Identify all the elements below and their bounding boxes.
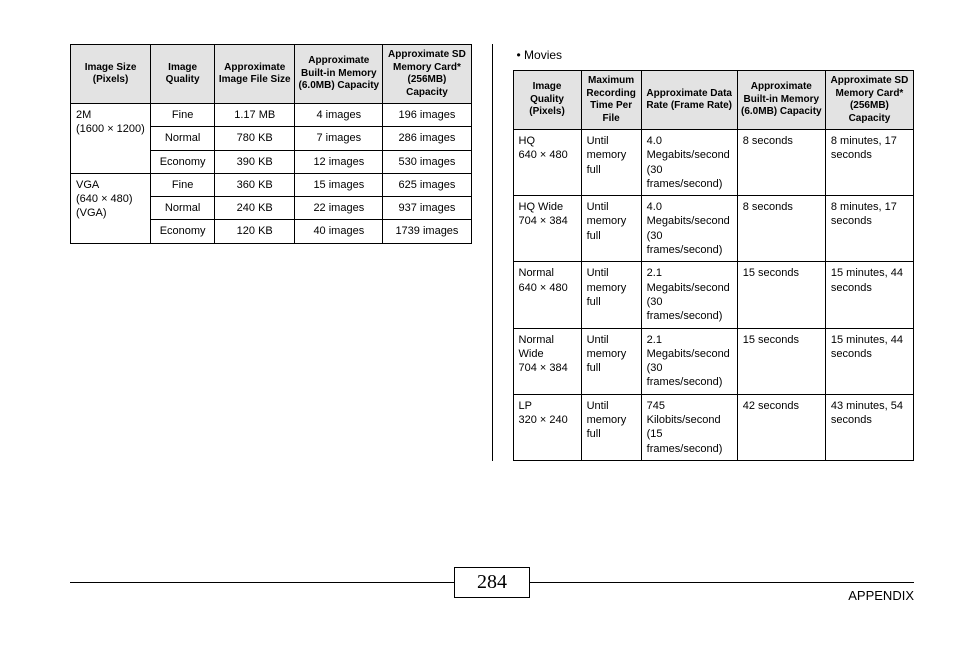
- cell-mov-rate: 2.1 Megabits/second (30 frames/second): [641, 328, 737, 394]
- cell-mov-sd: 43 minutes, 54 seconds: [825, 394, 913, 460]
- cell-builtin: 12 images: [295, 150, 383, 173]
- appendix-label: APPENDIX: [848, 588, 914, 603]
- th-file-size: Approximate Image File Size: [215, 45, 295, 104]
- table-row: Normal Wide 704 × 384Until memory full2.…: [513, 328, 914, 394]
- cell-mov-rec: Until memory full: [581, 196, 641, 262]
- cell-mov-rec: Until memory full: [581, 130, 641, 196]
- cell-mov-builtin: 8 seconds: [737, 130, 825, 196]
- cell-mov-rate: 4.0 Megabits/second (30 frames/second): [641, 196, 737, 262]
- cell-file-size: 780 KB: [215, 127, 295, 150]
- cell-mov-rate: 4.0 Megabits/second (30 frames/second): [641, 130, 737, 196]
- cell-builtin: 40 images: [295, 220, 383, 243]
- cell-sd: 196 images: [383, 104, 471, 127]
- cell-mov-rate: 745 Kilobits/second (15 frames/second): [641, 394, 737, 460]
- cell-mov-rate: 2.1 Megabits/second (30 frames/second): [641, 262, 737, 328]
- cell-sd: 1739 images: [383, 220, 471, 243]
- cell-mov-sd: 8 minutes, 17 seconds: [825, 130, 913, 196]
- cell-mov-sd: 15 minutes, 44 seconds: [825, 328, 913, 394]
- movies-label: • Movies: [517, 48, 915, 62]
- movies-table: Image Quality (Pixels) Maximum Recording…: [513, 70, 915, 461]
- table-row: 2M (1600 × 1200)Fine1.17 MB4 images196 i…: [71, 104, 472, 127]
- cell-builtin: 15 images: [295, 173, 383, 196]
- page-number: 284: [454, 567, 530, 598]
- cell-quality: Fine: [151, 104, 215, 127]
- cell-file-size: 1.17 MB: [215, 104, 295, 127]
- th-sd: Approximate SD Memory Card* (256MB) Capa…: [383, 45, 471, 104]
- cell-image-size: VGA (640 × 480) (VGA): [71, 173, 151, 243]
- th-image-quality: Image Quality: [151, 45, 215, 104]
- cell-quality: Economy: [151, 220, 215, 243]
- cell-image-size: 2M (1600 × 1200): [71, 104, 151, 174]
- cell-builtin: 4 images: [295, 104, 383, 127]
- image-size-table: Image Size (Pixels) Image Quality Approx…: [70, 44, 472, 244]
- table-row: HQ 640 × 480Until memory full4.0 Megabit…: [513, 130, 914, 196]
- cell-sd: 625 images: [383, 173, 471, 196]
- cell-sd: 937 images: [383, 197, 471, 220]
- cell-mov-sd: 8 minutes, 17 seconds: [825, 196, 913, 262]
- th-image-size: Image Size (Pixels): [71, 45, 151, 104]
- cell-mov-sd: 15 minutes, 44 seconds: [825, 262, 913, 328]
- cell-mov-builtin: 15 seconds: [737, 262, 825, 328]
- cell-quality: Normal: [151, 127, 215, 150]
- cell-builtin: 7 images: [295, 127, 383, 150]
- cell-mov-quality: Normal Wide 704 × 384: [513, 328, 581, 394]
- cell-mov-rec: Until memory full: [581, 394, 641, 460]
- cell-mov-quality: HQ Wide 704 × 384: [513, 196, 581, 262]
- cell-mov-builtin: 42 seconds: [737, 394, 825, 460]
- footer-rule: 284: [70, 582, 914, 583]
- table-row: Normal 640 × 480Until memory full2.1 Meg…: [513, 262, 914, 328]
- th-mov-builtin: Approximate Built-in Memory (6.0MB) Capa…: [737, 71, 825, 130]
- th-mov-sd: Approximate SD Memory Card* (256MB) Capa…: [825, 71, 913, 130]
- cell-mov-quality: LP 320 × 240: [513, 394, 581, 460]
- th-builtin: Approximate Built-in Memory (6.0MB) Capa…: [295, 45, 383, 104]
- cell-mov-quality: Normal 640 × 480: [513, 262, 581, 328]
- cell-mov-quality: HQ 640 × 480: [513, 130, 581, 196]
- table-row: LP 320 × 240Until memory full745 Kilobit…: [513, 394, 914, 460]
- cell-sd: 530 images: [383, 150, 471, 173]
- th-mov-rec: Maximum Recording Time Per File: [581, 71, 641, 130]
- page-footer: 284 APPENDIX: [0, 582, 954, 622]
- cell-sd: 286 images: [383, 127, 471, 150]
- page-body: Image Size (Pixels) Image Quality Approx…: [0, 0, 954, 461]
- cell-builtin: 22 images: [295, 197, 383, 220]
- th-mov-rate: Approximate Data Rate (Frame Rate): [641, 71, 737, 130]
- cell-file-size: 120 KB: [215, 220, 295, 243]
- cell-file-size: 390 KB: [215, 150, 295, 173]
- cell-mov-rec: Until memory full: [581, 262, 641, 328]
- right-column: • Movies Image Quality (Pixels) Maximum …: [493, 44, 915, 461]
- cell-file-size: 240 KB: [215, 197, 295, 220]
- cell-quality: Normal: [151, 197, 215, 220]
- th-mov-quality: Image Quality (Pixels): [513, 71, 581, 130]
- table-row: HQ Wide 704 × 384Until memory full4.0 Me…: [513, 196, 914, 262]
- cell-mov-rec: Until memory full: [581, 328, 641, 394]
- cell-quality: Economy: [151, 150, 215, 173]
- cell-file-size: 360 KB: [215, 173, 295, 196]
- cell-mov-builtin: 8 seconds: [737, 196, 825, 262]
- left-column: Image Size (Pixels) Image Quality Approx…: [70, 44, 493, 461]
- cell-mov-builtin: 15 seconds: [737, 328, 825, 394]
- table-row: VGA (640 × 480) (VGA)Fine360 KB15 images…: [71, 173, 472, 196]
- cell-quality: Fine: [151, 173, 215, 196]
